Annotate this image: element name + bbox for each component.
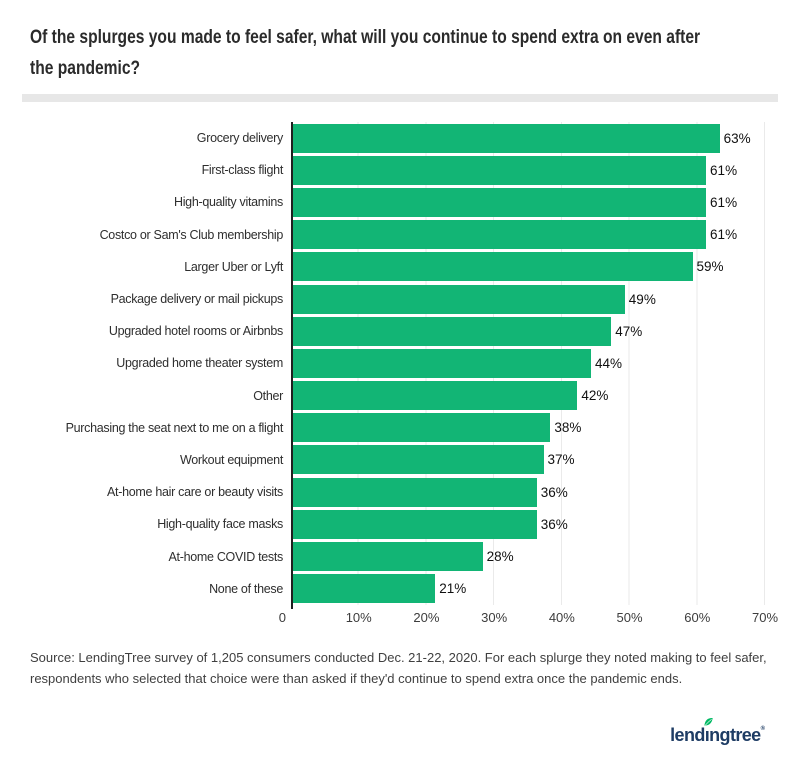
category-label: High-quality face masks: [157, 517, 283, 532]
category-label: Larger Uber or Lyft: [184, 259, 283, 274]
category-label: Workout equipment: [179, 452, 283, 467]
category-label: None of these: [209, 581, 283, 596]
logo-text-i: ı: [704, 725, 710, 745]
chart-page: Of the splurges you made to feel safer, …: [0, 22, 800, 762]
bar-row: At-home COVID tests 28%: [30, 540, 765, 572]
bar: [293, 509, 537, 539]
bar-row: Costco or Sam's Club membership 61%: [30, 219, 765, 251]
value-label: 21%: [439, 581, 467, 597]
bar: [293, 574, 436, 604]
value-label: 37%: [547, 452, 575, 468]
x-tick: 0: [278, 609, 286, 625]
category-label: At-home hair care or beauty visits: [107, 485, 283, 500]
x-tick: 40%: [548, 609, 575, 625]
category-label: First-class flight: [201, 163, 284, 178]
x-tick: 60%: [684, 609, 711, 625]
logo-text-pre: lend: [670, 725, 705, 745]
category-label: Upgraded hotel rooms or Airbnbs: [108, 324, 283, 339]
bar-rows: Grocery delivery 63% First-class flight 61%…: [30, 122, 765, 605]
title-divider: [22, 94, 778, 102]
logo-text-post: ngtree: [709, 725, 761, 745]
bar-row: Purchasing the seat next to me on a flig…: [30, 412, 765, 444]
x-tick: 30%: [481, 609, 508, 625]
value-label: 59%: [696, 259, 724, 275]
category-label: Other: [253, 388, 283, 403]
x-tick: 10%: [345, 609, 372, 625]
value-label: 42%: [581, 388, 609, 404]
bar: [293, 348, 591, 378]
value-label: 49%: [628, 291, 656, 307]
bar: [293, 252, 693, 282]
bar-chart: Grocery delivery 63% First-class flight 61%…: [30, 122, 778, 627]
bar: [293, 542, 483, 572]
value-label: 61%: [710, 194, 738, 210]
category-label: Grocery delivery: [196, 131, 284, 146]
bar: [293, 413, 551, 443]
category-label: Package delivery or mail pickups: [110, 292, 284, 307]
category-label: Purchasing the seat next to me on a flig…: [65, 420, 284, 435]
x-tick: 20%: [413, 609, 440, 625]
value-label: 61%: [710, 227, 738, 243]
logo-registered-mark: ®: [760, 726, 765, 732]
category-label: At-home COVID tests: [168, 549, 284, 564]
page-title: Of the splurges you made to feel safer, …: [30, 22, 770, 84]
category-label: Upgraded home theater system: [116, 356, 283, 371]
title-line-2: the pandemic?: [30, 57, 141, 79]
bar: [293, 155, 707, 185]
bar-row: None of these 21%: [30, 573, 765, 605]
x-axis: 0 10% 20% 30% 40% 50% 60% 70%: [279, 605, 778, 627]
value-label: 28%: [486, 549, 514, 565]
bar-row: Other 42%: [30, 380, 765, 412]
value-label: 44%: [594, 355, 622, 371]
bar-row: At-home hair care or beauty visits 36%: [30, 476, 765, 508]
source-note: Source: LendingTree survey of 1,205 cons…: [30, 649, 767, 686]
value-label: 47%: [615, 323, 643, 339]
bar-row: High-quality face masks 36%: [30, 508, 765, 540]
bar-row: Upgraded home theater system 44%: [30, 347, 765, 379]
title-line-1: Of the splurges you made to feel safer, …: [30, 26, 701, 48]
bar: [293, 284, 625, 314]
bar: [293, 477, 537, 507]
bar: [293, 187, 707, 217]
bar: [293, 220, 707, 250]
leaf-icon: [704, 718, 713, 726]
bar-row: Workout equipment 37%: [30, 444, 765, 476]
x-tick: 50%: [616, 609, 643, 625]
category-label: Costco or Sam's Club membership: [99, 227, 284, 242]
bar-row: Larger Uber or Lyft 59%: [30, 251, 765, 283]
bar-row: Grocery delivery 63%: [30, 122, 765, 154]
bar-row: First-class flight 61%: [30, 154, 765, 186]
value-label: 63%: [723, 130, 751, 146]
value-label: 38%: [554, 420, 582, 436]
bar-row: Package delivery or mail pickups 49%: [30, 283, 765, 315]
y-axis-line: [291, 122, 293, 609]
bar: [293, 381, 578, 411]
bar-row: Upgraded hotel rooms or Airbnbs 47%: [30, 315, 765, 347]
bar: [293, 316, 612, 346]
value-label: 61%: [710, 162, 738, 178]
lendingtree-logo: lendı ngtree®: [670, 718, 765, 746]
bar-row: High-quality vitamins 61%: [30, 186, 765, 218]
category-label: High-quality vitamins: [173, 195, 283, 210]
value-label: 36%: [540, 484, 568, 500]
value-label: 36%: [540, 516, 568, 532]
bar: [293, 123, 720, 153]
bar: [293, 445, 544, 475]
x-tick: 70%: [751, 609, 779, 625]
